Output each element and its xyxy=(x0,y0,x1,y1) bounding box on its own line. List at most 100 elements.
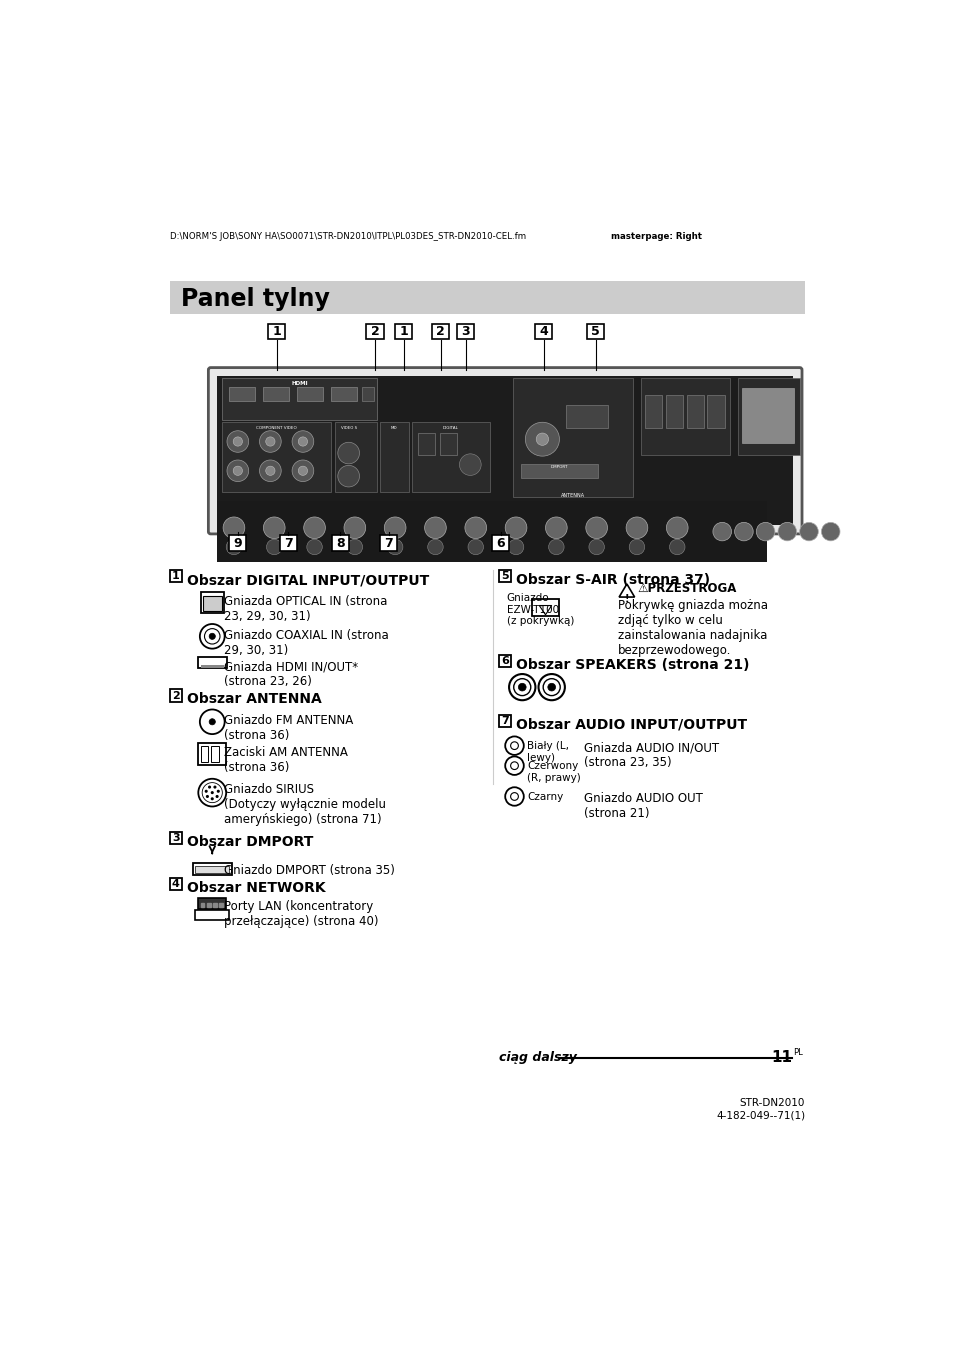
Text: 4: 4 xyxy=(539,325,548,338)
FancyBboxPatch shape xyxy=(432,324,449,339)
Circle shape xyxy=(821,522,840,541)
FancyBboxPatch shape xyxy=(492,536,509,551)
Text: 6: 6 xyxy=(500,656,509,666)
Text: D:\NORM'S JOB\SONY HA\SO0071\STR-DN2010\ITPL\PL03DES_STR-DN2010-CEL.fm: D:\NORM'S JOB\SONY HA\SO0071\STR-DN2010\… xyxy=(170,232,525,242)
Circle shape xyxy=(337,443,359,464)
FancyBboxPatch shape xyxy=(686,396,703,428)
Text: 7: 7 xyxy=(384,537,393,549)
Circle shape xyxy=(547,683,555,691)
Circle shape xyxy=(292,431,314,452)
Circle shape xyxy=(344,517,365,539)
Circle shape xyxy=(424,517,446,539)
Text: Obszar SPEAKERS (strona 21): Obszar SPEAKERS (strona 21) xyxy=(516,657,749,672)
Text: DMPORT: DMPORT xyxy=(550,464,568,468)
Circle shape xyxy=(464,517,486,539)
FancyBboxPatch shape xyxy=(170,878,182,891)
Circle shape xyxy=(525,423,558,456)
Bar xyxy=(213,903,216,907)
FancyBboxPatch shape xyxy=(200,591,224,613)
FancyBboxPatch shape xyxy=(222,378,377,420)
Circle shape xyxy=(216,790,219,792)
Text: 9: 9 xyxy=(233,537,242,549)
Text: 1: 1 xyxy=(272,325,280,338)
Text: Obszar S-AIR (strona 37): Obszar S-AIR (strona 37) xyxy=(516,574,709,587)
FancyBboxPatch shape xyxy=(170,570,182,582)
Circle shape xyxy=(505,736,523,755)
Circle shape xyxy=(629,539,644,555)
Circle shape xyxy=(199,710,224,734)
FancyBboxPatch shape xyxy=(737,378,799,455)
Circle shape xyxy=(226,539,241,555)
Text: !: ! xyxy=(624,594,628,603)
Text: 1: 1 xyxy=(172,571,179,582)
Text: 5: 5 xyxy=(501,571,509,582)
Circle shape xyxy=(209,718,215,725)
Text: ⚠PRZESTROGA: ⚠PRZESTROGA xyxy=(637,582,737,595)
Text: VIDEO S: VIDEO S xyxy=(340,427,356,431)
FancyBboxPatch shape xyxy=(513,378,633,497)
Text: 11: 11 xyxy=(770,1050,791,1065)
Text: 7: 7 xyxy=(500,716,509,726)
FancyBboxPatch shape xyxy=(216,501,766,563)
Text: 5: 5 xyxy=(591,325,599,338)
Circle shape xyxy=(206,795,209,798)
Text: Pokrywkę gniazda można
zdjąć tylko w celu
zainstalowania nadajnika
bezprzewodowe: Pokrywkę gniazda można zdjąć tylko w cel… xyxy=(617,599,767,657)
Bar xyxy=(207,903,211,907)
Circle shape xyxy=(259,460,281,482)
Text: Czerwony
(R, prawy): Czerwony (R, prawy) xyxy=(526,761,580,783)
FancyBboxPatch shape xyxy=(395,324,412,339)
Text: Biały (L,
lewy): Biały (L, lewy) xyxy=(526,741,568,763)
Text: Obszar ANTENNA: Obszar ANTENNA xyxy=(187,693,321,706)
FancyBboxPatch shape xyxy=(195,865,229,872)
Text: 4-182-049-­71(1): 4-182-049-­71(1) xyxy=(716,1111,804,1120)
FancyBboxPatch shape xyxy=(644,396,661,428)
FancyBboxPatch shape xyxy=(565,405,608,428)
Circle shape xyxy=(259,431,281,452)
Text: masterpage: Right: masterpage: Right xyxy=(611,232,701,242)
Text: Czarny: Czarny xyxy=(526,792,562,802)
Circle shape xyxy=(266,466,274,475)
Circle shape xyxy=(536,433,548,446)
Text: 2: 2 xyxy=(370,325,379,338)
Circle shape xyxy=(384,517,406,539)
Text: ANTENNA: ANTENNA xyxy=(560,493,584,498)
Circle shape xyxy=(545,517,567,539)
Text: HDMI: HDMI xyxy=(292,381,308,386)
Circle shape xyxy=(199,624,224,648)
Text: STR-DN2010: STR-DN2010 xyxy=(739,1098,804,1107)
FancyBboxPatch shape xyxy=(361,387,374,401)
Text: Gniazdo DMPORT (strona 35): Gniazdo DMPORT (strona 35) xyxy=(224,864,395,878)
FancyBboxPatch shape xyxy=(665,396,682,428)
FancyBboxPatch shape xyxy=(229,387,254,401)
Text: COMPONENT VIDEO: COMPONENT VIDEO xyxy=(256,427,296,431)
Text: 4: 4 xyxy=(172,879,179,890)
FancyBboxPatch shape xyxy=(498,655,511,667)
Circle shape xyxy=(266,437,274,446)
Circle shape xyxy=(303,517,325,539)
Bar xyxy=(219,903,223,907)
Circle shape xyxy=(337,466,359,487)
Circle shape xyxy=(459,454,480,475)
Circle shape xyxy=(307,539,322,555)
Circle shape xyxy=(263,517,285,539)
Circle shape xyxy=(508,539,523,555)
Text: 7: 7 xyxy=(284,537,293,549)
FancyBboxPatch shape xyxy=(279,536,296,551)
Text: Gniazdo SIRIUS
(Dotyczy wyłącznie modelu
ameryńskiego) (strona 71): Gniazdo SIRIUS (Dotyczy wyłącznie modelu… xyxy=(224,783,385,826)
Circle shape xyxy=(537,674,564,701)
Circle shape xyxy=(233,466,242,475)
Circle shape xyxy=(211,798,213,801)
FancyBboxPatch shape xyxy=(170,690,182,702)
Text: Obszar NETWORK: Obszar NETWORK xyxy=(187,882,325,895)
Circle shape xyxy=(223,517,245,539)
Circle shape xyxy=(227,431,249,452)
Circle shape xyxy=(585,517,607,539)
Circle shape xyxy=(510,761,517,770)
FancyBboxPatch shape xyxy=(587,324,604,339)
Text: Obszar DIGITAL INPUT/OUTPUT: Obszar DIGITAL INPUT/OUTPUT xyxy=(187,574,429,587)
Bar xyxy=(200,903,204,907)
Text: Gniazdo COAXIAL IN (strona
29, 30, 31): Gniazdo COAXIAL IN (strona 29, 30, 31) xyxy=(224,629,388,657)
Text: Gniazdo AUDIO OUT
(strona 21): Gniazdo AUDIO OUT (strona 21) xyxy=(583,792,702,819)
Text: Obszar AUDIO INPUT/OUTPUT: Obszar AUDIO INPUT/OUTPUT xyxy=(516,718,746,732)
FancyBboxPatch shape xyxy=(200,664,224,668)
